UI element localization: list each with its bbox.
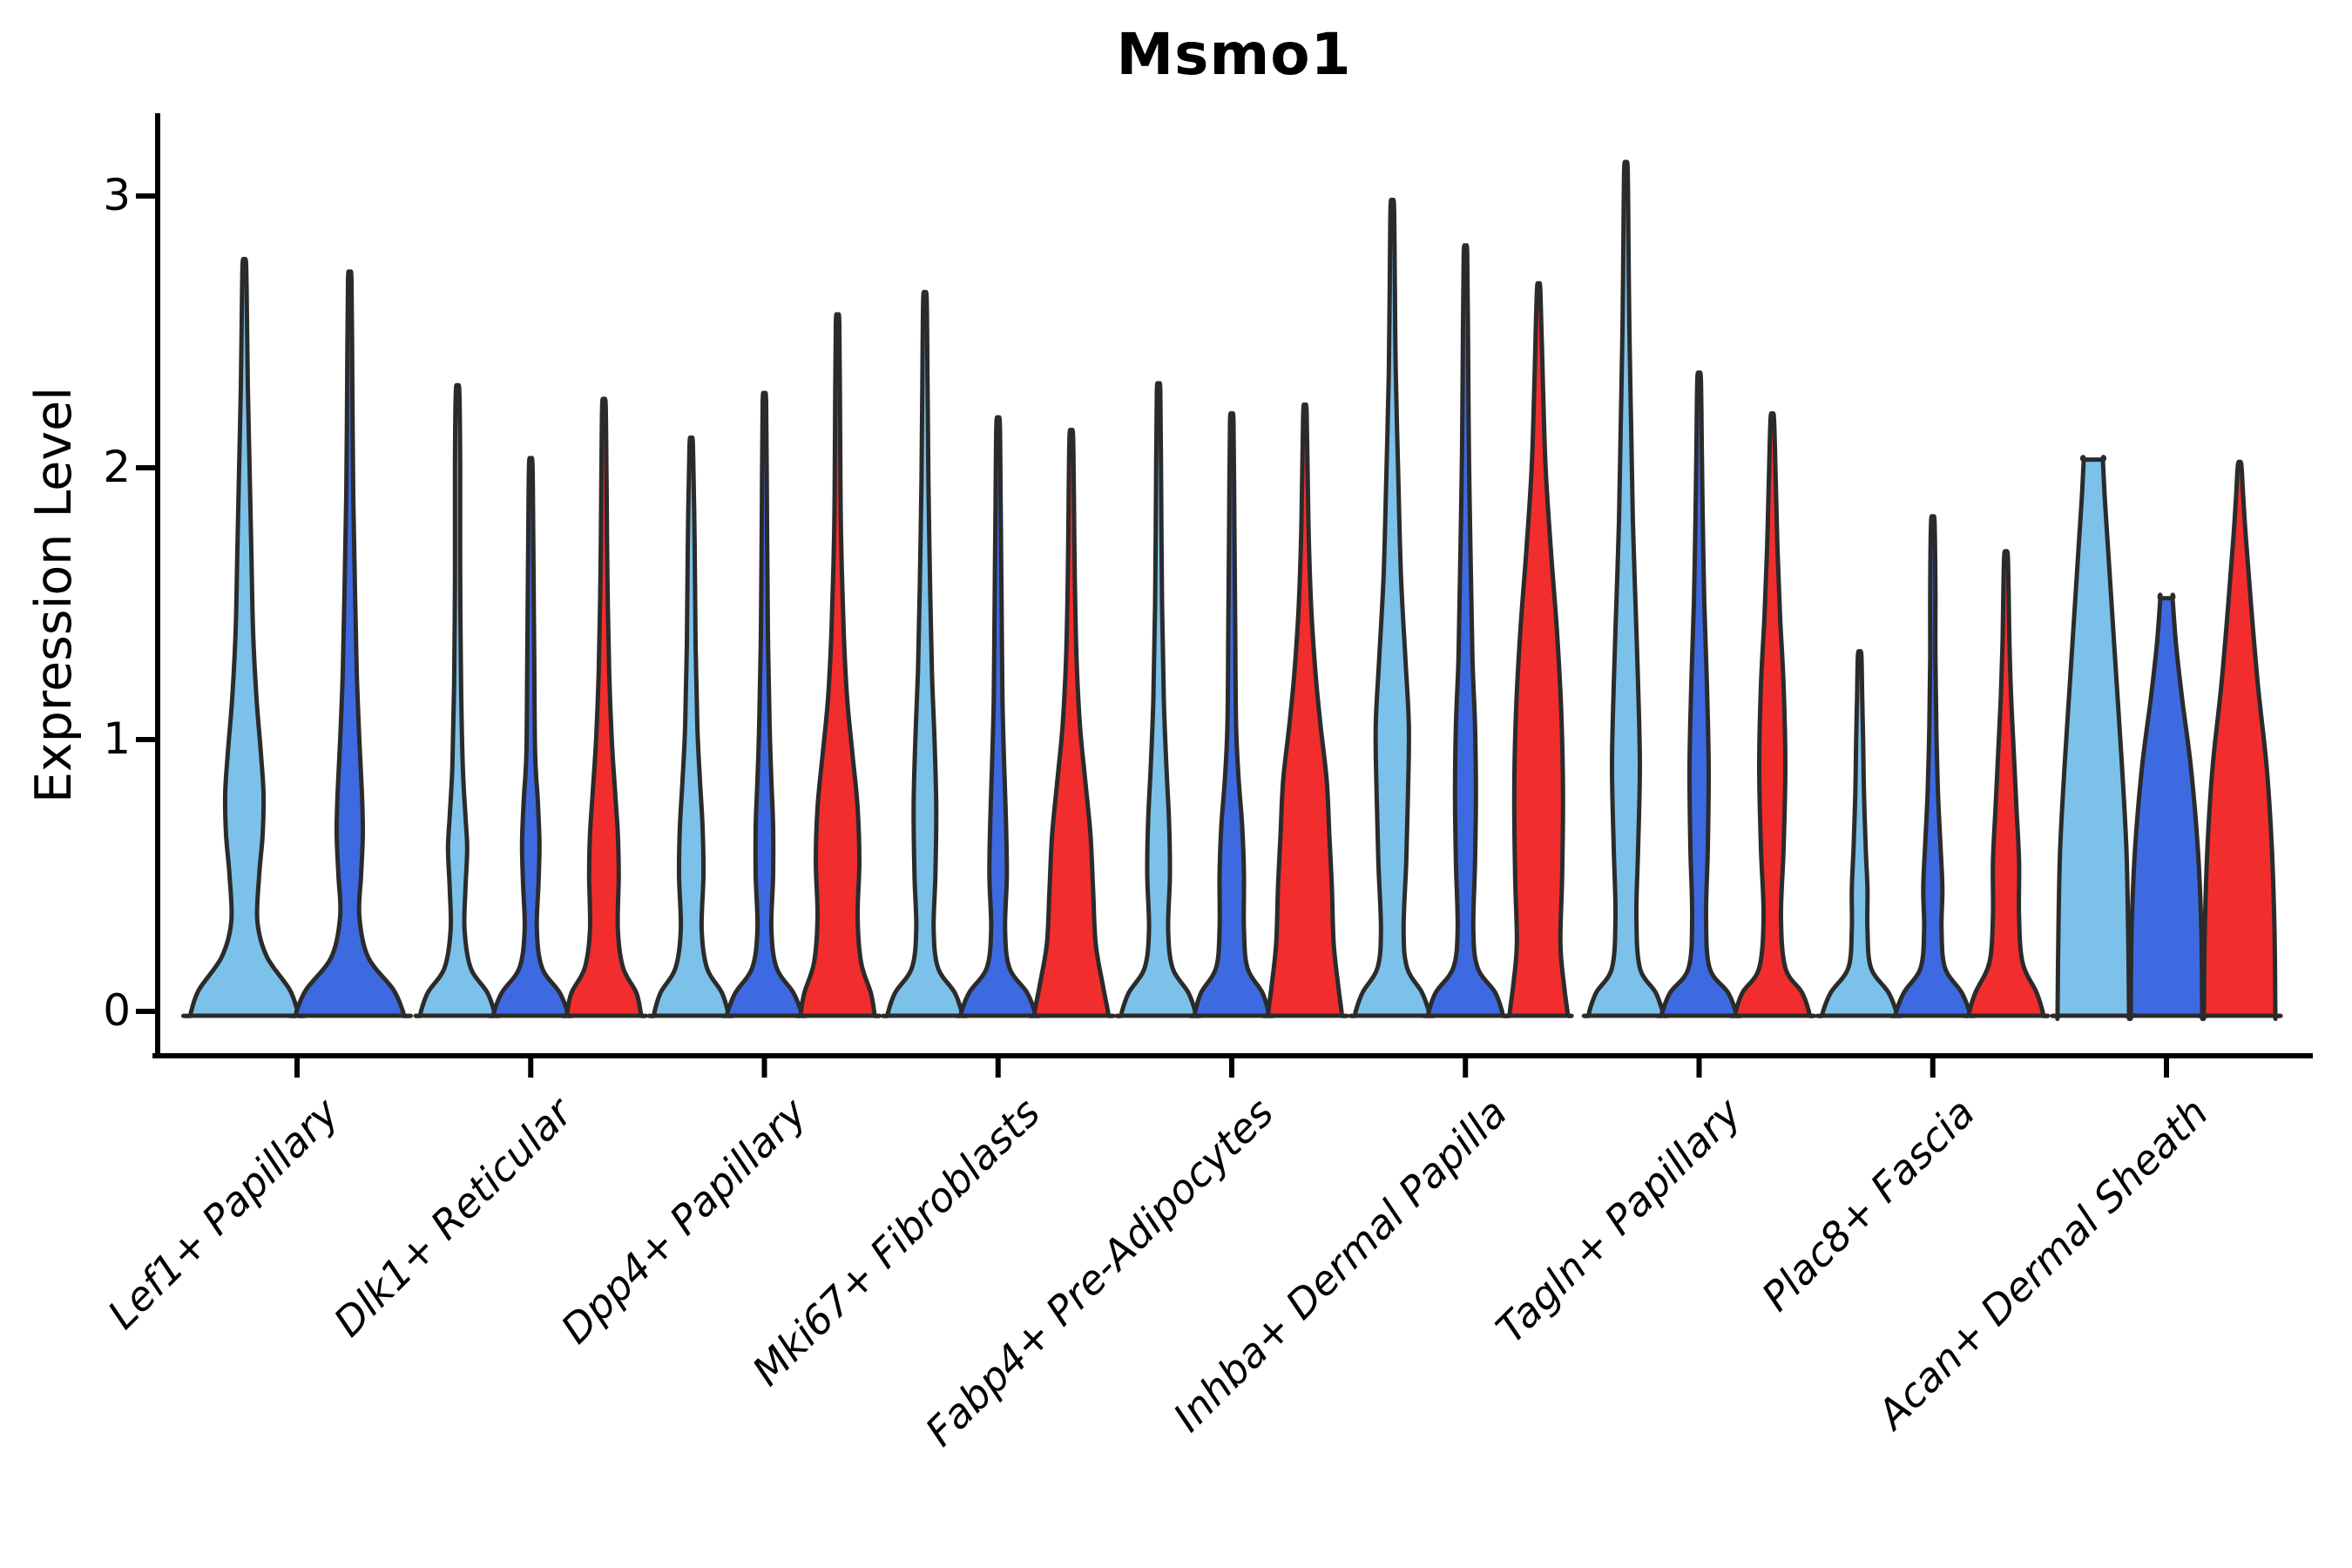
violin-dlk1-reticular-red xyxy=(559,396,648,1018)
violin-mki67-fibroblasts-royal_blue xyxy=(954,415,1043,1018)
y-tick-label-1: 1 xyxy=(103,713,131,764)
violin-tagln-papillary-light_blue xyxy=(1581,159,1671,1018)
y-tick-label-0: 0 xyxy=(103,984,131,1036)
violin-fabp4-pre-adipocytes-light_blue xyxy=(1114,381,1203,1018)
violin-dlk1-reticular-royal_blue xyxy=(486,456,575,1018)
axes xyxy=(136,113,2313,1078)
violin-acan-dermal-sheath-red xyxy=(2196,459,2283,1022)
violin-lef1-papillary-royal_blue xyxy=(287,269,413,1018)
violin-tagln-papillary-royal_blue xyxy=(1654,370,1744,1018)
violin-dlk1-reticular-light_blue xyxy=(413,382,502,1018)
violin-acan-dermal-sheath-royal_blue xyxy=(2123,592,2210,1022)
violin-lef1-papillary-light_blue xyxy=(181,256,308,1018)
violin-plac8-fascia-light_blue xyxy=(1815,649,1904,1018)
violin-acan-dermal-sheath-light_blue xyxy=(2050,455,2137,1022)
violin-mki67-fibroblasts-red xyxy=(1027,428,1116,1018)
violins xyxy=(181,159,2283,1022)
y-tick-label-2: 2 xyxy=(103,441,131,492)
violin-inhba-dermal-papilla-royal_blue xyxy=(1421,243,1510,1018)
violin-inhba-dermal-papilla-light_blue xyxy=(1348,197,1436,1018)
violin-tagln-papillary-red xyxy=(1727,411,1817,1018)
y-tick-label-3: 3 xyxy=(103,169,131,220)
violin-dpp4-papillary-red xyxy=(793,312,882,1018)
violin-dpp4-papillary-light_blue xyxy=(646,435,736,1018)
violin-plac8-fascia-royal_blue xyxy=(1889,514,1977,1018)
plot-title: Msmo1 xyxy=(1116,21,1352,88)
violin-dpp4-papillary-royal_blue xyxy=(720,390,809,1018)
violin-mki67-fibroblasts-light_blue xyxy=(881,289,970,1018)
violin-fabp4-pre-adipocytes-royal_blue xyxy=(1187,410,1276,1018)
violin-fabp4-pre-adipocytes-red xyxy=(1260,402,1349,1018)
violin-plac8-fascia-red xyxy=(1962,549,2051,1018)
violin-inhba-dermal-papilla-red xyxy=(1503,280,1574,1018)
